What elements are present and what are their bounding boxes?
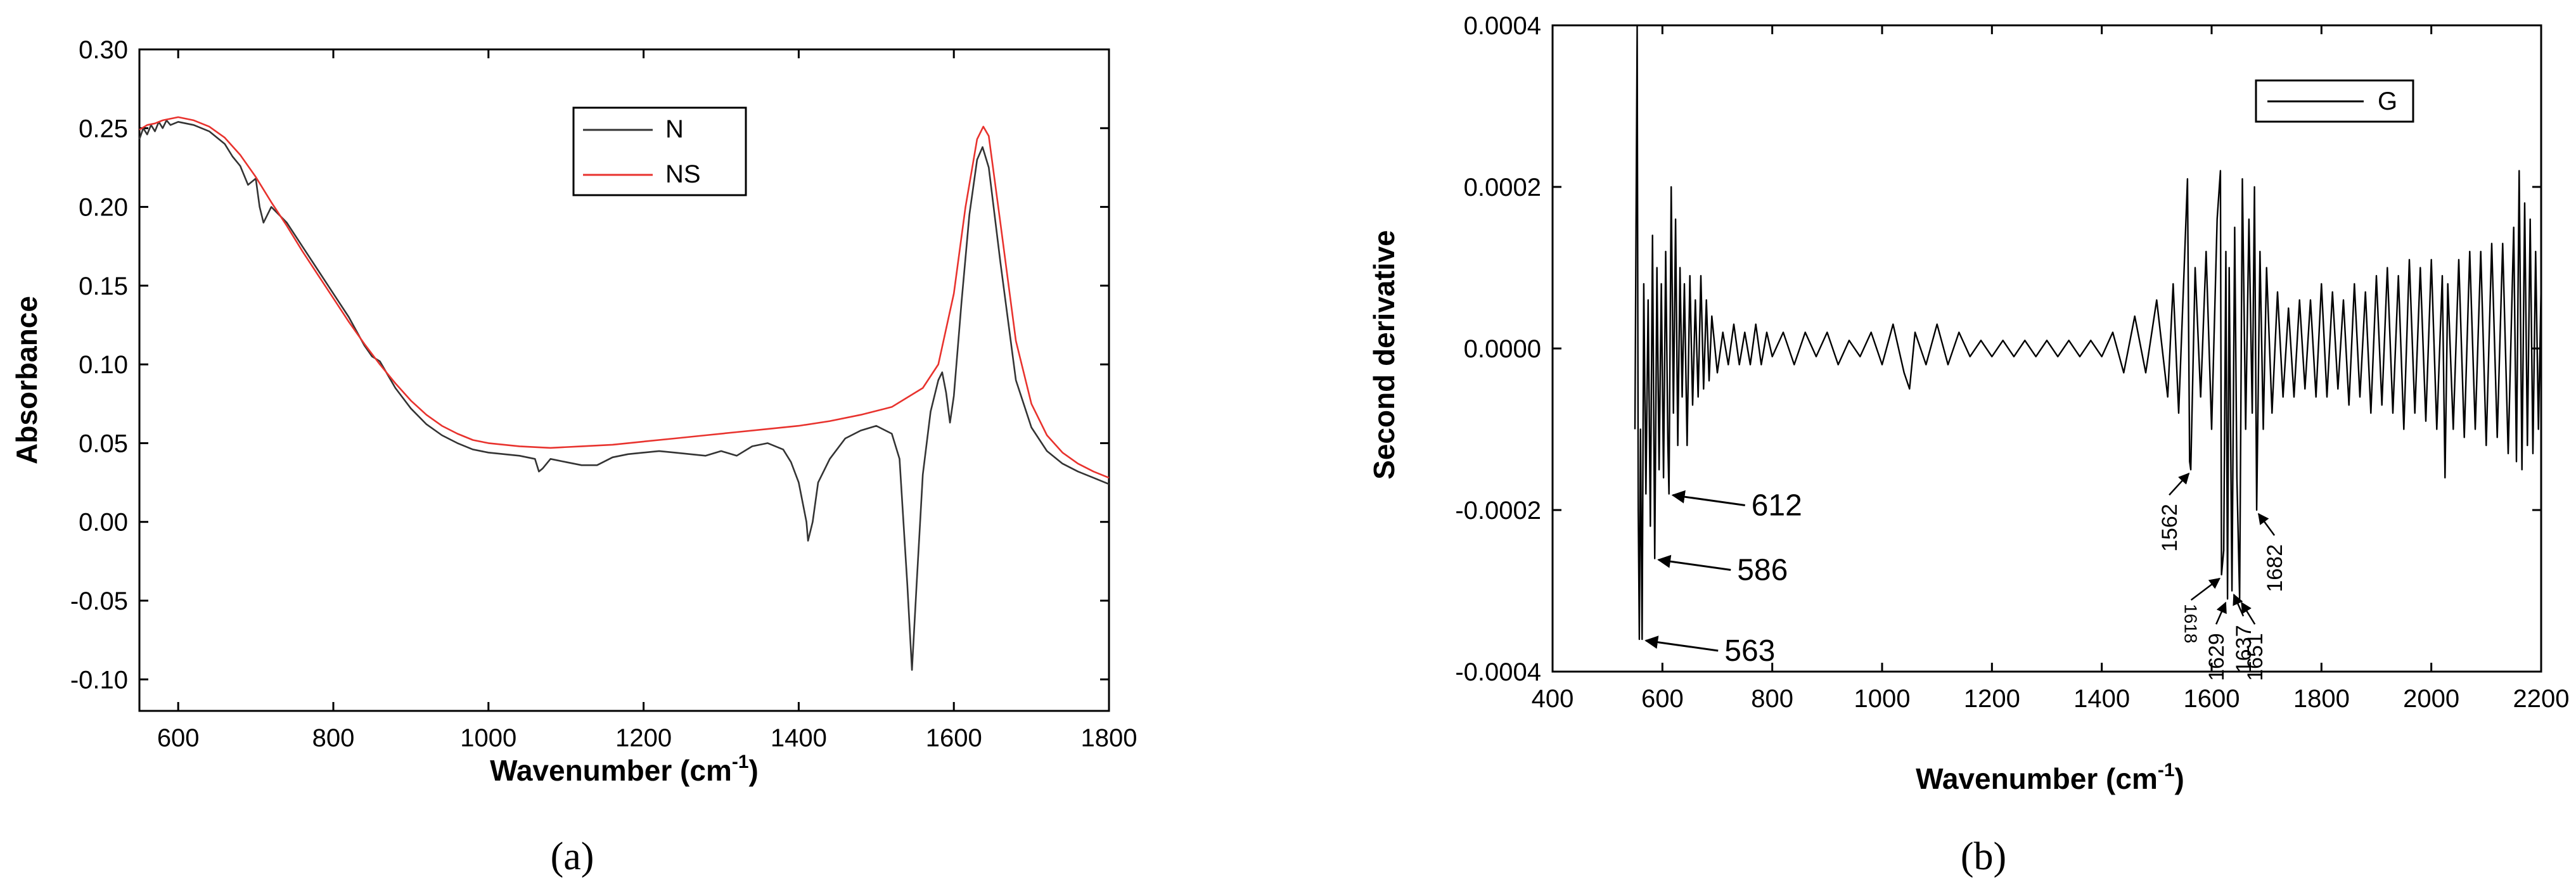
y-axis: -0.10 -0.05 0.00 0.05 0.10 0.15 0.20 0.25 0.30 xyxy=(70,36,1109,694)
x-tick-label: 2000 xyxy=(2403,685,2459,713)
y-tick-label: -0.05 xyxy=(70,587,128,615)
x-tick-label: 1600 xyxy=(2184,685,2240,713)
peak-annotation: 1682 xyxy=(2258,513,2287,592)
y-tick-label: 0.15 xyxy=(79,272,128,300)
x-tick-label: 2200 xyxy=(2513,685,2570,713)
annotation-arrow xyxy=(1644,635,1719,652)
y-axis-label: Second derivative xyxy=(1368,230,1400,480)
panel-a: -0.10 -0.05 0.00 0.05 0.10 0.15 0.20 0.25 0.30 6… xyxy=(10,36,1137,878)
y-axis-label: Absorbance xyxy=(10,296,43,464)
x-axis-label: Wavenumber (cm-1) xyxy=(490,751,759,787)
y-tick-label: -0.0004 xyxy=(1455,658,1541,686)
annotation-label: 1618 xyxy=(2181,604,2201,643)
y-tick-label: 0.20 xyxy=(79,194,128,222)
y-tick-label: 0.0004 xyxy=(1464,12,1541,40)
y-axis: -0.0004 -0.0002 0.0000 0.0002 0.0004 xyxy=(1455,12,2541,686)
legend-label-n: N xyxy=(665,115,684,143)
y-tick-label: -0.0002 xyxy=(1455,497,1541,525)
peak-annotation: 1651 xyxy=(2241,601,2267,681)
annotation-arrow xyxy=(2258,513,2276,536)
annotation-label: 612 xyxy=(1752,489,1802,523)
x-tick-label: 1800 xyxy=(2293,685,2350,713)
y-tick-label: 0.0002 xyxy=(1464,174,1541,201)
legend-label-ns: NS xyxy=(665,160,701,188)
peak-annotation: 1629 xyxy=(2205,601,2229,681)
legend-box xyxy=(572,106,747,196)
legend: N NS xyxy=(572,106,747,196)
x-tick-label: 1200 xyxy=(1964,685,2020,713)
annotation-label: 1682 xyxy=(2263,544,2287,592)
plot-lines xyxy=(1634,24,2542,641)
annotation-label: 563 xyxy=(1724,634,1775,668)
annotation-arrow xyxy=(2169,472,2190,496)
peak-annotation: 586 xyxy=(1657,554,1788,587)
annotation-label: 1562 xyxy=(2158,504,2182,552)
annotation-arrow xyxy=(2215,601,2227,625)
x-tick-label: 1400 xyxy=(2073,685,2130,713)
annotation-arrow xyxy=(1657,554,1731,571)
y-tick-label: 0.0000 xyxy=(1464,335,1541,363)
y-tick-label: -0.10 xyxy=(70,666,128,694)
x-tick-label: 800 xyxy=(1751,685,1793,713)
x-tick-label: 400 xyxy=(1532,685,1574,713)
y-tick-label: 0.00 xyxy=(79,509,128,537)
legend-label-g: G xyxy=(2378,87,2397,115)
y-tick-label: 0.10 xyxy=(79,351,128,379)
panel-label-b: (b) xyxy=(1961,835,2006,878)
x-axis: 400 600 800 1000 1200 1400 1600 1800 2000 2200 xyxy=(1532,25,2570,713)
x-tick-label: 1000 xyxy=(1854,685,1911,713)
x-tick-label: 600 xyxy=(1641,685,1684,713)
x-tick-label: 1000 xyxy=(460,724,516,752)
peak-annotation: 1618 xyxy=(2181,577,2220,643)
y-tick-label: 0.25 xyxy=(79,115,128,143)
x-axis: 600 800 1000 1200 1400 1600 1800 xyxy=(157,49,1137,752)
x-tick-label: 1400 xyxy=(771,724,827,752)
x-tick-label: 1600 xyxy=(926,724,982,752)
x-tick-label: 1800 xyxy=(1081,724,1137,752)
peak-annotation: 1562 xyxy=(2158,472,2190,552)
annotation-label: 1629 xyxy=(2205,633,2229,681)
peak-annotation: 612 xyxy=(1671,489,1802,523)
annotation-arrow xyxy=(2190,577,2220,601)
peak-annotation: 563 xyxy=(1644,634,1775,668)
panel-label-a: (a) xyxy=(551,835,594,878)
plot-frame xyxy=(1551,24,2542,673)
annotation-arrow xyxy=(1671,490,1745,506)
legend: G xyxy=(2255,79,2414,123)
x-tick-label: 1200 xyxy=(615,724,672,752)
x-axis-label: Wavenumber (cm-1) xyxy=(1916,760,2184,795)
series-line-n xyxy=(138,119,1110,671)
panel-b: -0.0004 -0.0002 0.0000 0.0002 0.0004 400 600 8… xyxy=(1368,12,2569,878)
annotation-label: 586 xyxy=(1737,554,1788,587)
series-line-g xyxy=(1634,24,2542,641)
x-tick-label: 800 xyxy=(312,724,355,752)
annotation-label: 1637 xyxy=(2232,625,2256,674)
annotation-arrow xyxy=(2241,601,2256,625)
series-line-ns xyxy=(139,116,1110,479)
plot-lines xyxy=(138,116,1110,671)
peak-annotation: 1637 xyxy=(2232,593,2256,674)
y-tick-label: 0.30 xyxy=(79,36,128,64)
y-tick-label: 0.05 xyxy=(79,430,128,457)
x-tick-label: 600 xyxy=(157,724,200,752)
annotation-label: 1651 xyxy=(2243,633,2267,681)
